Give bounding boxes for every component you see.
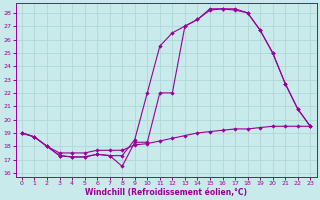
X-axis label: Windchill (Refroidissement éolien,°C): Windchill (Refroidissement éolien,°C) bbox=[85, 188, 247, 197]
